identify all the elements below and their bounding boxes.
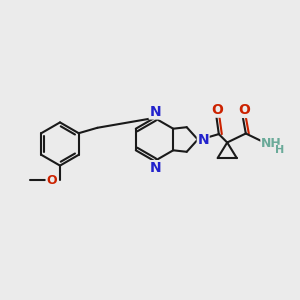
Text: O: O — [238, 103, 250, 117]
Text: NH: NH — [261, 137, 282, 150]
Text: O: O — [46, 173, 57, 187]
Text: N: N — [197, 133, 209, 146]
Text: O: O — [211, 103, 223, 117]
Text: H: H — [275, 145, 284, 155]
Text: N: N — [149, 105, 161, 119]
Text: N: N — [149, 161, 161, 175]
